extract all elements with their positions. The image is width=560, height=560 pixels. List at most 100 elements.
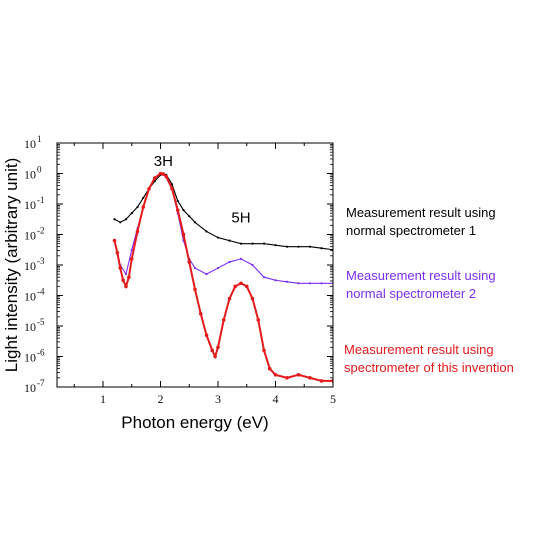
legend: Measurement result using normal spectrome… [344,205,514,375]
y-tick-exponent: -5 [37,317,45,327]
series-line [114,172,333,251]
data-point [228,239,231,242]
data-point [170,186,174,191]
data-point [250,296,255,301]
data-point [262,348,266,353]
y-tick-exponent: -4 [37,287,45,297]
data-point [210,348,215,353]
y-tick-exponent: -7 [37,378,45,388]
y-tick-label: 10 [24,351,36,365]
data-point [296,373,301,377]
data-point [161,172,166,176]
data-point [320,247,323,250]
x-tick-label: 1 [100,392,106,406]
data-point [187,260,192,264]
data-point [204,333,209,337]
x-tick-label: 4 [273,392,279,406]
data-point [164,174,169,179]
data-point [308,245,312,248]
data-point [124,284,128,289]
data-point [274,244,277,247]
data-point [127,275,131,280]
data-point [256,318,261,322]
data-point [193,287,197,292]
data-point [239,257,243,260]
y-tick-label: 10 [24,381,36,395]
data-point [262,242,266,245]
legend-label-line2: normal spectrometer 1 [346,223,476,238]
y-tick-exponent: 1 [37,134,42,144]
series-layer [112,171,333,383]
data-point [147,186,151,191]
series-line [113,172,333,382]
legend-label-line1: Measurement result using [344,342,494,357]
data-point [136,205,139,209]
y-tick-exponent: -1 [37,195,45,205]
data-point [297,245,300,248]
data-point [193,266,197,270]
series-1 [113,172,333,251]
data-point [129,257,134,261]
data-point [113,218,116,221]
x-tick-label: 3 [215,392,221,406]
data-point [216,236,220,239]
series-2 [113,172,333,285]
x-tick-label: 5 [330,392,336,406]
x-tick-label: 2 [158,392,164,406]
data-point [320,282,323,285]
data-point [228,260,231,264]
data-point [319,379,324,383]
data-point [181,232,186,237]
data-point [152,176,157,180]
data-point [285,376,289,380]
data-point [182,209,185,212]
data-point [308,282,312,285]
y-tick-label: 10 [24,290,36,304]
data-point [285,245,289,248]
data-point [188,215,191,218]
peak-annotation: 5H [231,209,250,226]
data-point [239,242,243,245]
data-point [216,266,220,270]
y-axis-title: Light intensity (arbitrary unit) [2,158,21,372]
data-point [175,208,180,212]
y-tick-label: 10 [24,229,36,243]
y-tick-exponent: -2 [37,226,45,236]
series-3 [112,171,333,383]
y-tick-label: 10 [24,198,36,212]
data-point [130,248,133,251]
data-point [262,276,266,279]
data-point [170,183,174,186]
data-point [142,196,145,199]
data-point [176,199,179,203]
y-tick-label: 10 [24,259,36,273]
data-point [285,280,289,283]
x-axis-title: Photon energy (eV) [121,413,268,432]
data-point [273,373,278,377]
data-point [130,212,133,215]
data-point [124,273,128,276]
y-tick-label: 10 [24,320,36,334]
series-line [113,172,333,284]
data-point [135,229,140,234]
data-point [221,318,226,322]
legend-label-line2: spectrometer of this invention [344,360,514,375]
data-point [297,282,300,285]
data-point [244,284,249,289]
legend-label-line1: Measurement result using [346,205,496,220]
data-point [141,205,146,209]
data-point [251,263,254,267]
y-tick-exponent: -3 [37,256,45,266]
data-point [112,238,117,243]
axes-layer [56,142,334,388]
data-point [121,278,125,283]
data-point [205,230,208,233]
legend-label-line2: normal spectrometer 2 [346,286,476,301]
legend-label-line1: Measurement result using [346,268,496,283]
data-point [115,251,120,255]
data-point [118,266,123,270]
y-tick-label: 10 [24,168,36,182]
y-tick-exponent: -6 [37,348,45,358]
